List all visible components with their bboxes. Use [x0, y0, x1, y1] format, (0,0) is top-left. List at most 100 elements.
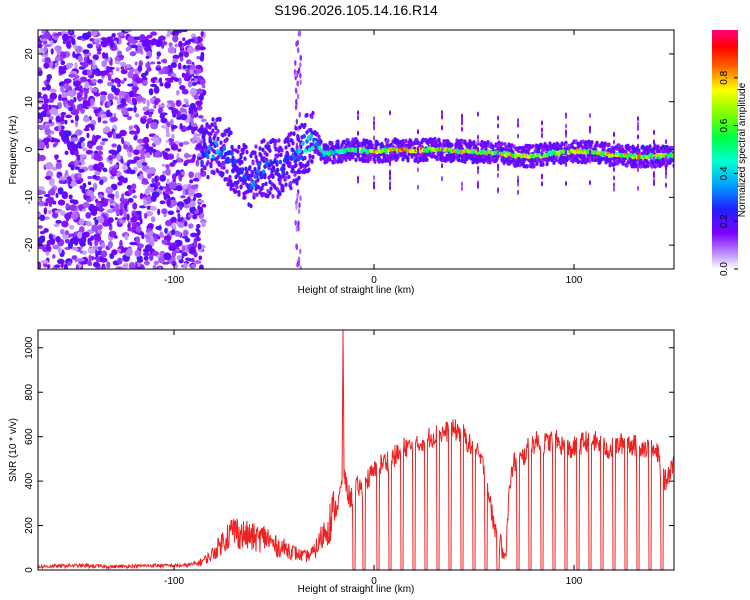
spectrogram-track-halo	[425, 157, 429, 162]
spectrogram-noise-cell	[100, 266, 107, 269]
spectrogram-noise-cell	[149, 254, 154, 262]
spectrogram-noise-cell	[155, 225, 162, 230]
spectrogram-track-spike	[613, 185, 615, 191]
spectrogram-noise-cell	[74, 75, 80, 79]
spectrogram-noise-cell	[114, 217, 118, 221]
spectrogram-y-tick-label: 10	[24, 96, 35, 108]
spectrogram-noise-cell	[107, 217, 114, 224]
spectrogram-noise-cell	[123, 77, 127, 82]
spectrogram-noise-cell	[38, 200, 46, 207]
spectrogram-noise-cell	[53, 223, 60, 227]
spectrogram-track-halo	[292, 131, 296, 136]
spectrogram-noise-cell	[74, 80, 81, 87]
spectrogram-track-halo	[276, 153, 280, 158]
spectrogram-noise-cell	[39, 214, 46, 222]
spectrogram-track-halo	[236, 179, 240, 185]
spectrogram-track-cell	[302, 133, 307, 139]
spectrogram-noise-cell	[148, 108, 155, 113]
spectrogram-track-spike	[637, 121, 639, 127]
spectrogram-noise-cell	[77, 172, 82, 179]
spectrogram-noise-cell	[107, 209, 113, 213]
spectrogram-noise-cell	[38, 235, 45, 244]
spectrogram-noise-cell	[83, 116, 90, 123]
snr-frame	[37, 329, 675, 571]
spectrogram-track-halo	[292, 178, 296, 184]
spectrogram-track-halo	[289, 180, 293, 186]
spectrogram-track-spike	[477, 111, 479, 117]
spectrogram-noise-cell	[38, 186, 45, 191]
spectrogram-noise-cell	[79, 137, 86, 142]
spectrogram-noise-cell	[136, 266, 142, 269]
spectrogram-track-halo	[363, 142, 367, 147]
spectrogram-noise-cell	[143, 260, 150, 266]
spectrogram-noise-cell	[165, 126, 170, 135]
spectrogram-noise-cell	[63, 78, 72, 84]
spectrogram-noise-cell	[87, 175, 93, 180]
spectrogram-track-halo	[227, 127, 231, 132]
spectrogram-noise-cell	[129, 159, 138, 164]
spectrogram-y-tick-label: -20	[24, 237, 35, 252]
spectrogram-noise-cell	[69, 199, 76, 204]
spectrogram-x-axis: -100 0 100	[164, 30, 583, 286]
spectrogram-noise-cell	[60, 111, 67, 116]
spectrogram-track-halo	[252, 192, 256, 197]
spectrogram-noise-cell	[116, 32, 125, 37]
spectrogram-track-halo	[261, 182, 265, 188]
spectrogram-noise-cell	[69, 99, 74, 107]
spectrogram-noise-cell	[295, 88, 298, 95]
spectrogram-track-spike	[517, 175, 519, 181]
spectrogram-noise-cell	[77, 55, 83, 63]
spectrogram-track-cell	[281, 170, 286, 176]
snr-y-tick-label: 600	[24, 428, 35, 445]
spectrogram-noise-cell	[74, 114, 80, 122]
spectrogram-noise-cell	[54, 62, 59, 68]
spectrogram-noise-cell	[89, 241, 93, 247]
spectrogram-track-halo	[258, 190, 262, 195]
spectrogram-track-halo	[656, 144, 660, 149]
spectrogram-noise-cell	[56, 258, 65, 265]
spectrogram-noise-cell	[117, 82, 121, 88]
spectrogram-noise-cell	[104, 52, 109, 60]
spectrogram-noise-cell	[143, 39, 151, 46]
spectrogram-track-spike	[665, 139, 667, 145]
spectrogram-noise-cell	[142, 115, 147, 120]
spectrogram-noise-cell	[159, 231, 164, 238]
spectrogram-noise-cell	[127, 197, 134, 203]
spectrogram-noise-cell	[190, 184, 198, 190]
spectrogram-track-spike	[357, 139, 359, 145]
spectrogram-noise-cell	[295, 40, 298, 47]
spectrogram-noise-cell	[69, 180, 78, 187]
spectrogram-track-spike	[589, 112, 591, 118]
spectrogram-noise-cell	[298, 248, 302, 255]
spectrogram-noise-cell	[58, 68, 67, 75]
spectrogram-track-cell	[310, 145, 315, 151]
spectrogram-noise-cell	[140, 72, 147, 79]
spectrogram-noise-cell	[157, 236, 161, 240]
spectrogram-noise-cell	[65, 114, 72, 119]
spectrogram-track-halo	[310, 114, 314, 120]
spectrogram-noise-cell	[192, 177, 200, 182]
spectrogram-noise-cell	[149, 61, 156, 65]
spectrogram-track-spike	[665, 165, 667, 171]
spectrogram-track-halo	[607, 142, 611, 147]
spectrogram-noise-cell	[197, 199, 205, 204]
spectrogram-noise-cell	[91, 65, 97, 70]
spectrogram-noise-cell	[99, 70, 107, 74]
spectrogram-noise-cell	[43, 44, 47, 53]
spectrogram-noise-cell	[182, 184, 189, 190]
spectrogram-noise-cell	[139, 218, 143, 225]
spectrogram-track-cell	[273, 159, 277, 164]
spectrogram-noise-cell	[61, 33, 70, 42]
spectrogram-noise-cell	[165, 164, 170, 169]
spectrogram-track-cell	[211, 154, 215, 159]
spectrogram-noise-cell	[183, 230, 189, 237]
colorbar-axis: 0.0 0.2 0.4 0.6 0.8	[719, 70, 738, 276]
spectrogram-track-cell	[282, 158, 287, 163]
spectrogram-noise-cell	[161, 163, 167, 167]
spectrogram-noise-cell	[198, 93, 204, 102]
spectrogram-noise-cell	[177, 217, 183, 222]
spectrogram-noise-cell	[104, 198, 109, 202]
spectrogram-noise-cell	[121, 165, 128, 171]
spectrogram-noise-cell	[160, 117, 168, 124]
